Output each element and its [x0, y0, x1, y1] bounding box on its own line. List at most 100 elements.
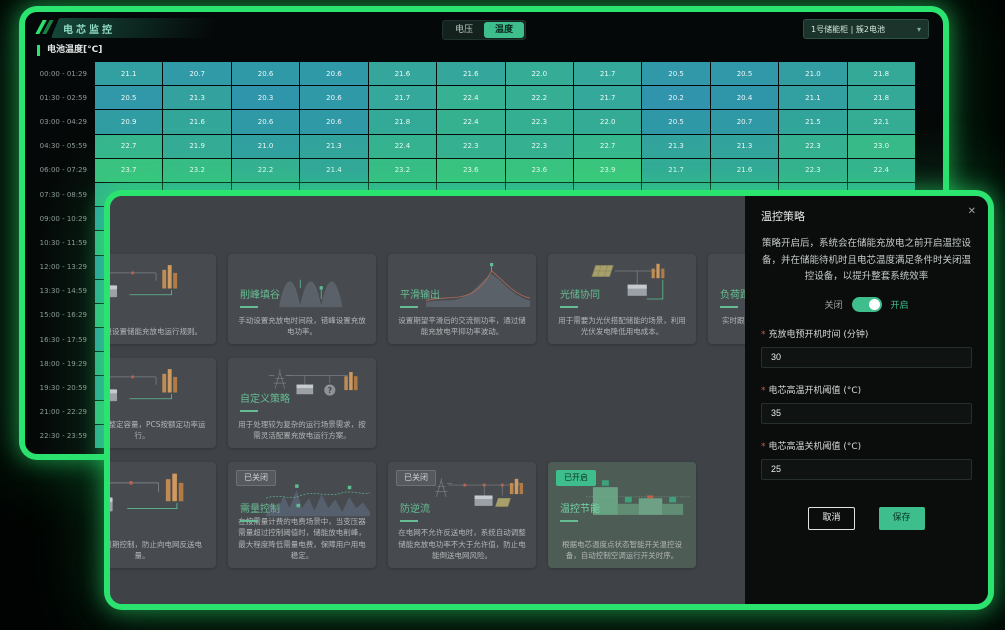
heatmap-cell: 21.8	[847, 86, 916, 110]
heatmap-cell: 20.6	[231, 62, 300, 86]
heatmap-cell: 21.0	[231, 134, 300, 158]
heatmap-cell: 20.5	[95, 86, 163, 110]
heatmap-cell: 20.9	[95, 110, 163, 134]
row-time-label: 12:00 - 13:29	[39, 263, 87, 272]
heatmap-cell: 23.2	[163, 158, 231, 182]
heatmap-cell: 21.3	[163, 86, 231, 110]
strategy-card-负荷跟踪[interactable]: 负荷跟踪实时跟踪负荷变化，动态调整储能出力。	[708, 254, 745, 344]
card-title: 防逆流	[400, 500, 430, 522]
precool-time-label: 充放电预开机时间 (分钟)	[768, 329, 869, 340]
heatmap-cell: 21.7	[368, 86, 437, 110]
card-description: 在电网不允许反送电时，系统自动调整储能充放电功率不大于允许值，防止电能倒送电网风…	[398, 528, 526, 560]
solar-flow-icon	[586, 262, 690, 309]
device-selector-dropdown[interactable]: 1号储能柜 | 簇2电池 ▾	[803, 19, 929, 39]
card-description: 根据电芯温度点状态智能开关温控设备，自动控制空调运行开关时序。	[562, 539, 682, 560]
heatmap-cell: 21.9	[163, 134, 231, 158]
heatmap-cell: 20.6	[300, 110, 368, 134]
toggle-on-label: 开启	[890, 300, 909, 311]
card-description: 设置期望平滑后的交流侧功率，通过储能充放电平抑功率波动。	[398, 315, 526, 336]
heatmap-cell: 20.2	[642, 86, 710, 110]
device-selector-value: 1号储能柜 | 簇2电池	[811, 24, 885, 34]
field-high-temp-off: * 电芯高温关机阈值 (°C)	[761, 439, 972, 480]
page-title-wrap: 电芯监控	[35, 18, 220, 38]
temperature-control-dialog: 温控策略 ✕ 策略开启后，系统会在储能充放电之前开启温控设备，并在储能待机时且电…	[745, 196, 988, 604]
strategy-card[interactable]: 按计费周期控制，防止向电网反送电量。	[110, 462, 216, 568]
card-title: 自定义策略	[240, 390, 290, 412]
card-description: 按计费周期控制，防止向电网反送电量。	[110, 539, 202, 560]
row-time-label: 18:00 - 19:29	[39, 359, 87, 368]
high-temp-on-input[interactable]	[761, 402, 972, 424]
status-badge: 已关闭	[396, 470, 436, 486]
heatmap-cell: 22.3	[779, 134, 847, 158]
save-button[interactable]: 保存	[878, 506, 925, 530]
row-time-label: 09:00 - 10:29	[39, 214, 87, 223]
heatmap-cell: 21.7	[573, 62, 642, 86]
heatmap-cell: 20.6	[300, 86, 368, 110]
heatmap-cell: 22.0	[505, 62, 573, 86]
card-description: 用于需要为光伏搭配储能的场景，利用光伏发电降低用电成本。	[558, 315, 686, 336]
battery-building-flow-icon	[110, 262, 210, 309]
strategy-card-防逆流[interactable]: 已关闭防逆流在电网不允许反送电时，系统自动调整储能充放电功率不大于允许值，防止电…	[388, 462, 536, 568]
field-high-temp-on: * 电芯高温开机阈值 (°C)	[761, 383, 972, 424]
strategy-toggle-row: 关闭 开启	[761, 296, 972, 312]
heatmap-cell: 23.6	[505, 158, 573, 182]
row-time-label: 15:00 - 16:29	[39, 311, 87, 320]
strategy-cards-area: 根据时段设置储能充放电运行规则。 削峰填谷手动设置充放电时间段，错峰设置充放电功率…	[110, 196, 745, 604]
heatmap-row: 06:00 - 07:29 23.7 23.2 22.2 21.4 23.2 23.6 23.…	[35, 158, 916, 182]
custom-flow-icon: ?	[266, 366, 370, 413]
row-time-label: 22:30 - 23:59	[39, 432, 87, 441]
strategy-enable-toggle[interactable]	[851, 296, 882, 312]
strategy-card-平滑输出[interactable]: 平滑输出设置期望平滑后的交流侧功率，通过储能充放电平抑功率波动。	[388, 254, 536, 344]
row-time-label: 04:30 - 05:59	[39, 142, 87, 151]
heatmap-cell: 21.6	[437, 62, 505, 86]
high-temp-off-input[interactable]	[761, 458, 972, 480]
heatmap-cell: 22.7	[95, 134, 163, 158]
strategy-card-需量控制[interactable]: 已关闭 需量控制 在按需量计费的电费场景中，当变压器需量超过控制阈值时，储能放电削峰…	[228, 462, 376, 568]
row-time-label: 10:30 - 11:59	[39, 238, 87, 247]
heatmap-cell: 22.7	[573, 134, 642, 158]
card-title: 需量控制	[240, 500, 280, 522]
heatmap-cell: 21.1	[779, 86, 847, 110]
heatmap-cell: 20.3	[231, 86, 300, 110]
heatmap-cell: 22.2	[231, 158, 300, 182]
strategy-card-温控节能[interactable]: 已开启 温控节能 根据电芯温度点状态智能开关温控设备，自动控制空调运行开关时序。	[548, 462, 696, 568]
row-time-label: 06:00 - 07:29	[39, 166, 87, 175]
strategy-card-自定义策略[interactable]: 自定义策略? 用于处理较为复杂的运行场景需求，按需灵活配置充放电运行方案。	[228, 358, 376, 448]
strategy-settings-window: 根据时段设置储能充放电运行规则。 削峰填谷手动设置充放电时间段，错峰设置充放电功率…	[110, 196, 988, 604]
energy-bars-icon	[586, 470, 690, 525]
card-title: 平滑输出	[400, 286, 440, 308]
heatmap-cell: 20.7	[163, 62, 231, 86]
required-mark: *	[761, 441, 766, 452]
required-mark: *	[761, 329, 766, 340]
row-time-label: 03:00 - 04:29	[39, 117, 87, 126]
high-temp-on-label: 电芯高温开机阈值 (°C)	[768, 385, 862, 396]
heatmap-cell: 20.6	[300, 62, 368, 86]
heatmap-cell: 23.2	[368, 158, 437, 182]
heatmap-cell: 23.0	[847, 134, 916, 158]
strategy-cards-grid: 根据时段设置储能充放电运行规则。 削峰填谷手动设置充放电时间段，错峰设置充放电功率…	[110, 254, 745, 568]
strategy-card[interactable]: 根据时段设置储能充放电运行规则。	[110, 254, 216, 344]
heatmap-cell: 22.4	[437, 86, 505, 110]
temperature-mode-button[interactable]: 温度	[484, 22, 525, 38]
heatmap-cell: 22.4	[847, 158, 916, 182]
field-precool-time: * 充放电预开机时间 (分钟)	[761, 327, 972, 368]
heatmap-row: 04:30 - 05:59 22.7 21.9 21.0 21.3 22.4 22.3 22.…	[35, 134, 916, 158]
card-description: 在按需量计费的电费场景中，当变压器需量超过控制阈值时，储能放电削峰，最大程度降低…	[238, 517, 366, 560]
strategy-card-削峰填谷[interactable]: 削峰填谷 手动设置充放电时间段，错峰设置充放电功率。	[228, 254, 376, 344]
status-badge: 已开启	[556, 470, 596, 486]
mountain-icon	[425, 262, 531, 309]
heatmap-cell: 22.4	[437, 110, 505, 134]
heatmap-cell: 23.7	[95, 158, 163, 182]
voltage-mode-button[interactable]: 电压	[454, 25, 473, 35]
heatmap-cell: 20.4	[710, 86, 779, 110]
section-label: 电池温度[°C]	[37, 45, 102, 56]
precool-time-input[interactable]	[761, 346, 972, 368]
card-title: 光储协同	[560, 286, 600, 308]
strategy-card[interactable]: 根据需量整定容量，PCS按额定功率运行。	[110, 358, 216, 448]
heatmap-cell: 21.7	[642, 158, 710, 182]
strategy-card-光储协同[interactable]: 光储协同用于需要为光伏搭配储能的场景，利用光伏发电降低用电成本。	[548, 254, 696, 344]
cancel-button[interactable]: 取消	[808, 506, 855, 530]
row-time-label: 01:30 - 02:59	[39, 93, 87, 102]
close-icon[interactable]: ✕	[967, 206, 976, 217]
